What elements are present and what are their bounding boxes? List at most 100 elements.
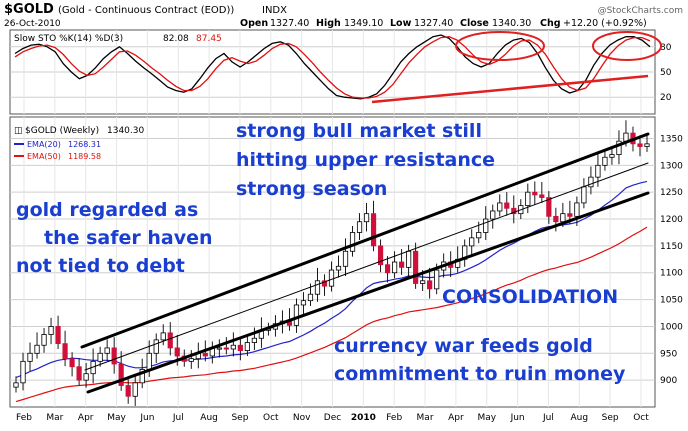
sto-k-value: 82.08 — [163, 34, 189, 44]
x-tick-label: Mar — [46, 413, 63, 423]
candle-body — [392, 261, 398, 274]
candle-body — [476, 232, 482, 239]
candle-body — [34, 344, 40, 354]
candle-body — [574, 202, 580, 217]
candle-body — [160, 332, 166, 341]
candle-body — [588, 176, 594, 188]
candle-body — [307, 293, 314, 302]
x-tick-label: Oct — [263, 413, 279, 423]
candle-body — [497, 202, 503, 212]
sto-legend: Slow STO %K(14) %D(3) 82.08 87.45 — [14, 34, 222, 44]
channel-middle-line — [84, 162, 649, 371]
high-value: 1349.10 — [344, 18, 383, 29]
channel-lower-line — [86, 191, 650, 394]
candle-body — [174, 347, 180, 357]
price-y-tick-label: 1350 — [660, 134, 683, 144]
x-tick-label: Sep — [602, 413, 619, 423]
sto-highlights — [371, 31, 662, 104]
x-tick-label: Jul — [172, 413, 184, 423]
candle-body — [139, 369, 145, 384]
ema20-legend-value: 1268.31 — [68, 140, 101, 149]
annotation-safe-haven-2: the safer haven — [44, 227, 213, 249]
candle-body — [427, 280, 433, 290]
candle-body — [434, 269, 440, 290]
candle-body — [230, 344, 236, 350]
candle-body — [83, 373, 89, 381]
x-tick-label: May — [477, 413, 496, 423]
candle-body — [637, 143, 643, 147]
candle-body — [244, 342, 250, 352]
candle-body — [490, 210, 496, 220]
symbol-title: $GOLD — [4, 2, 54, 17]
x-tick-label: Jun — [139, 413, 154, 423]
price-legend-value: 1340.30 — [107, 126, 144, 136]
ohlc-readout: Open 1327.40 High 1349.10 Low 1327.40 Cl… — [240, 18, 647, 29]
header-date: 26-Oct-2010 — [4, 19, 61, 29]
candle-body — [125, 385, 131, 397]
candle-body — [363, 213, 370, 223]
x-tick-label: Aug — [200, 413, 218, 423]
candle-body — [377, 245, 384, 266]
candle-body — [609, 154, 615, 158]
candle-body — [111, 347, 117, 365]
candle-body — [13, 382, 19, 388]
annotation-season: strong season — [236, 178, 387, 200]
candle-body — [104, 347, 110, 354]
candle-body — [504, 202, 510, 209]
x-tick-label: Jun — [510, 413, 525, 423]
annotations: strong bull market still hitting upper r… — [16, 120, 626, 385]
price-legend-name: $GOLD (Weekly) — [25, 126, 99, 136]
x-tick-label: Apr — [78, 413, 94, 423]
sto-highlight-ellipse-1 — [455, 31, 545, 61]
channel-lines — [80, 132, 650, 394]
sto-y-tick-label: 20 — [660, 93, 672, 103]
price-legend-icon: ◫ — [14, 126, 23, 136]
sto-support-trendline — [371, 74, 649, 104]
candle-body — [384, 264, 391, 274]
annotation-ruin-money: commitment to ruin money — [334, 363, 626, 385]
price-y-ticks: 900 950 1000 1050 1100 1150 1200 1250 1300 1350 — [660, 134, 683, 386]
candle-body — [300, 300, 307, 306]
open-value: 1327.40 — [270, 18, 309, 29]
candle-body — [413, 250, 419, 284]
candle-body — [188, 358, 194, 362]
sto-d-value: 87.45 — [196, 34, 222, 44]
candle-body — [616, 140, 622, 155]
x-tick-label: Jul — [542, 413, 554, 423]
candle-body — [69, 358, 75, 368]
candle-body — [370, 213, 377, 247]
candle-body — [406, 250, 412, 268]
open-label: Open — [240, 18, 268, 29]
candle-body — [546, 197, 552, 217]
close-label: Close — [460, 18, 489, 29]
ema50-legend-value: 1189.58 — [68, 152, 101, 161]
x-tick-label: May — [107, 413, 126, 423]
price-y-tick-label: 1150 — [660, 242, 683, 252]
candle-body — [27, 352, 33, 362]
sto-d-line — [14, 36, 651, 99]
candle-body — [251, 337, 257, 343]
candle-body — [48, 326, 54, 335]
candle-body — [237, 344, 243, 352]
candle-body — [314, 280, 321, 295]
candle-body — [356, 221, 363, 233]
annotation-safe-haven-1: gold regarded as — [16, 199, 198, 221]
candle-body — [532, 191, 538, 196]
channel-upper-line — [80, 132, 650, 349]
price-y-tick-label: 1250 — [660, 188, 683, 198]
price-y-tick-label: 1100 — [660, 269, 683, 279]
candle-body — [76, 366, 82, 381]
price-y-tick-label: 1200 — [660, 215, 683, 225]
candle-body — [20, 360, 26, 384]
candle-body — [539, 194, 545, 198]
candle-body — [328, 269, 335, 287]
chg-value: +12.20 (+0.92%) — [563, 18, 647, 29]
candle-body — [335, 265, 342, 271]
x-tick-label: Apr — [448, 413, 464, 423]
candle-body — [223, 347, 229, 350]
candle-body — [525, 191, 531, 207]
close-value: 1340.30 — [492, 18, 531, 29]
x-tick-label: Feb — [386, 413, 402, 423]
candle-body — [41, 334, 47, 346]
price-y-tick-label: 1000 — [660, 322, 683, 332]
